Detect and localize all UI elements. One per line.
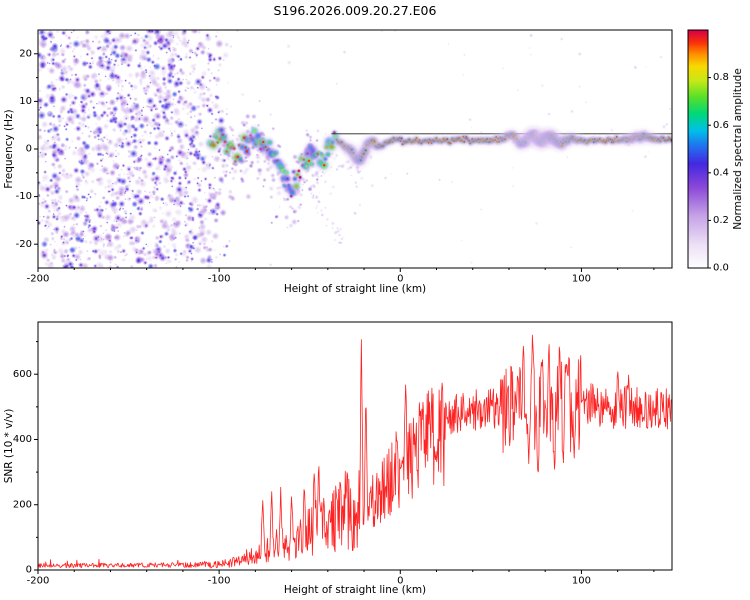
spectrogram-y-axis-label: Frequency (Hz) <box>3 109 15 189</box>
snr-x-axis-label: Height of straight line (km) <box>283 584 427 596</box>
figure-title: S196.2026.009.20.27.E06 <box>273 3 437 18</box>
colorbar-label: Normalized spectral amplitude <box>732 68 744 230</box>
spectrogram-x-axis-label: Height of straight line (km) <box>283 283 427 295</box>
snr-y-axis-label: SNR (10 * v/v) <box>3 408 15 484</box>
